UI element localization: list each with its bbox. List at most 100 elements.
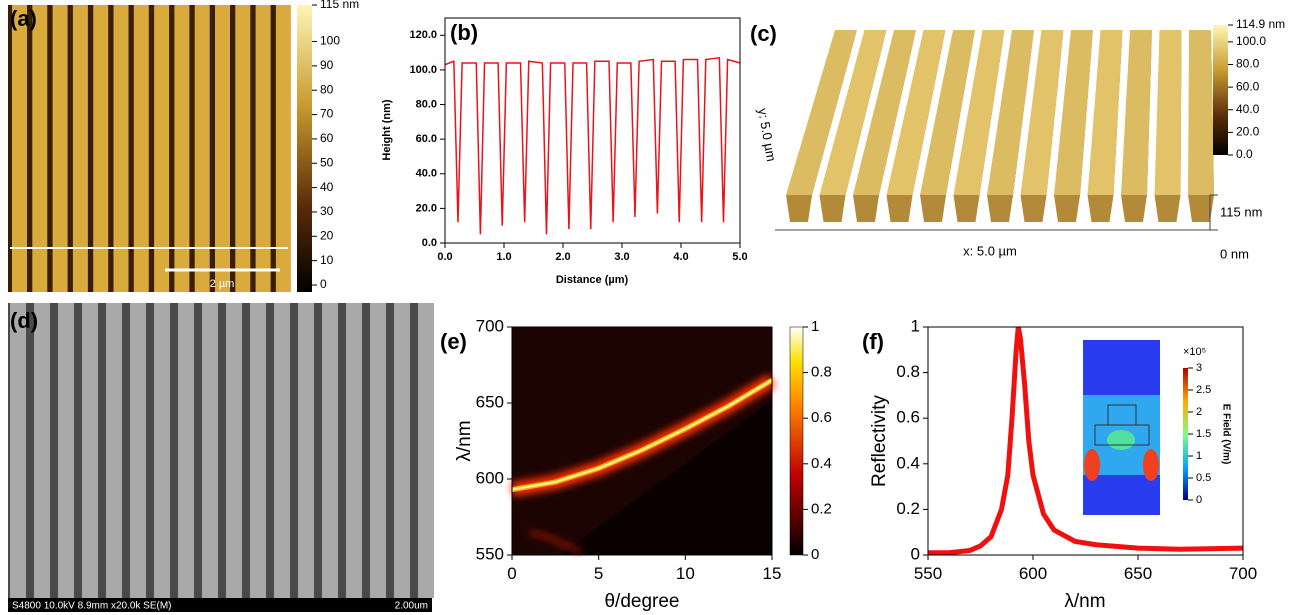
- cbar-tick-label: 1: [811, 318, 819, 335]
- surface: [775, 30, 1214, 222]
- ridge-front: [786, 195, 812, 222]
- stripe: [202, 303, 218, 598]
- colorbar: [1213, 25, 1228, 155]
- stripe: [274, 303, 290, 598]
- inset-field-map: [1083, 340, 1188, 515]
- y-tick-label: 100.0: [409, 64, 437, 76]
- stripe: [255, 5, 271, 292]
- stripe: [58, 303, 74, 598]
- ridge-front: [1087, 195, 1114, 222]
- y-tick-label: 0.0: [422, 237, 437, 249]
- ridge: [1020, 30, 1064, 195]
- plot-frame: [444, 17, 741, 244]
- x-tick-label: 700: [1229, 564, 1257, 583]
- y-tick-label: 40.0: [416, 168, 437, 180]
- scale-bar-label: 2 µm: [210, 278, 235, 290]
- sem-infobar: [8, 598, 432, 612]
- stripe: [12, 5, 27, 292]
- ridge-front: [819, 195, 846, 222]
- panel-label: (b): [450, 20, 478, 45]
- y-axis-label: y: 5.0 µm: [755, 107, 779, 163]
- stripe: [298, 303, 314, 598]
- sem-stripes: [10, 303, 434, 598]
- x-tick-label: 5.0: [732, 251, 747, 263]
- sem-scale: 2.00um: [395, 601, 428, 612]
- inset-multiplier: ×10⁵: [1183, 346, 1206, 358]
- sem-info: S4800 10.0kV 8.9mm x20.0k SE(M): [12, 601, 172, 612]
- cbar-tick-label: 30: [320, 204, 334, 218]
- cbar-tick-label: 90: [320, 58, 334, 72]
- stripe: [322, 303, 338, 598]
- colorbar: [1183, 368, 1188, 500]
- y-tick-label: 600: [476, 468, 504, 487]
- stripe: [82, 303, 98, 598]
- stripe: [113, 5, 129, 292]
- stripe: [194, 5, 210, 292]
- ridge-front: [886, 195, 913, 222]
- stripe: [394, 303, 410, 598]
- cbar-tick-label: 115 nm: [320, 0, 359, 11]
- ridge: [1087, 30, 1123, 195]
- y-axis-label: Height (nm): [381, 99, 393, 160]
- cbar-tick-label: 60.0: [1236, 79, 1260, 93]
- ridge-front: [1020, 195, 1047, 222]
- ridge: [953, 30, 1005, 195]
- cbar-tick-label: 100.0: [1236, 34, 1266, 48]
- ridge: [1188, 30, 1214, 195]
- stripe: [178, 303, 194, 598]
- cbar-tick-label: 40.0: [1236, 102, 1260, 116]
- cbar-tick-label: 70: [320, 107, 334, 121]
- cbar-tick-label: 100: [320, 34, 340, 48]
- stripe: [106, 303, 122, 598]
- cbar-tick-label: 0: [811, 546, 819, 563]
- ridge: [1154, 30, 1182, 195]
- cbar-tick-label: 80: [320, 82, 334, 96]
- panel-label: (a): [10, 6, 37, 31]
- cbar-tick-label: 0.6: [811, 409, 832, 426]
- plot-frame: [927, 326, 1244, 556]
- stripe: [174, 5, 190, 292]
- y-tick-label: 20.0: [416, 202, 437, 214]
- ridge-front: [1121, 195, 1147, 222]
- panel-label: (e): [440, 329, 467, 354]
- stripe: [275, 5, 291, 292]
- ridge-front: [1188, 195, 1214, 222]
- cbar-tick-label: 0.5: [1196, 472, 1211, 484]
- stripe: [418, 303, 434, 598]
- y-tick-label: 80.0: [416, 98, 437, 110]
- cbar-tick-label: 20: [320, 228, 334, 242]
- ridge: [920, 30, 975, 195]
- x-tick-label: 1.0: [496, 251, 511, 263]
- y-tick-label: 650: [476, 392, 504, 411]
- stripe: [32, 5, 48, 292]
- cbar-tick-label: 0: [1196, 494, 1202, 506]
- cbar-tick-label: 0.2: [811, 500, 832, 517]
- ridge-front: [920, 195, 946, 222]
- x-axis-label: θ/degree: [604, 591, 679, 612]
- cbar-tick-label: 114.9 nm: [1236, 17, 1285, 31]
- cbar-tick-label: 80.0: [1236, 57, 1260, 71]
- x-tick-label: 0: [507, 564, 516, 583]
- y-tick-label: 0.6: [896, 408, 920, 427]
- cbar-tick-label: 3: [1196, 362, 1202, 374]
- stripe: [250, 303, 266, 598]
- z-tick-label: 115 nm: [1220, 204, 1262, 219]
- x-tick-label: 650: [1124, 564, 1152, 583]
- stripe: [154, 303, 170, 598]
- ridge: [987, 30, 1034, 195]
- ridge-front: [953, 195, 980, 222]
- z-tick-label: 0 nm: [1220, 246, 1249, 261]
- y-tick-label: 0.8: [896, 362, 920, 381]
- y-tick-label: 1: [911, 316, 920, 335]
- stripe: [34, 303, 50, 598]
- ridge: [819, 30, 887, 195]
- cbar-tick-label: 20.0: [1236, 125, 1260, 139]
- cbar-tick-label: 2: [1196, 406, 1202, 418]
- colorbar: [297, 5, 312, 292]
- data-line: [528, 530, 582, 554]
- x-axis-label: λ/nm: [1064, 591, 1105, 612]
- data-line: [928, 326, 1244, 556]
- x-axis-label: x: 5.0 µm: [963, 243, 1017, 258]
- y-tick-label: 0: [911, 544, 920, 563]
- inset-spot: [1107, 430, 1135, 450]
